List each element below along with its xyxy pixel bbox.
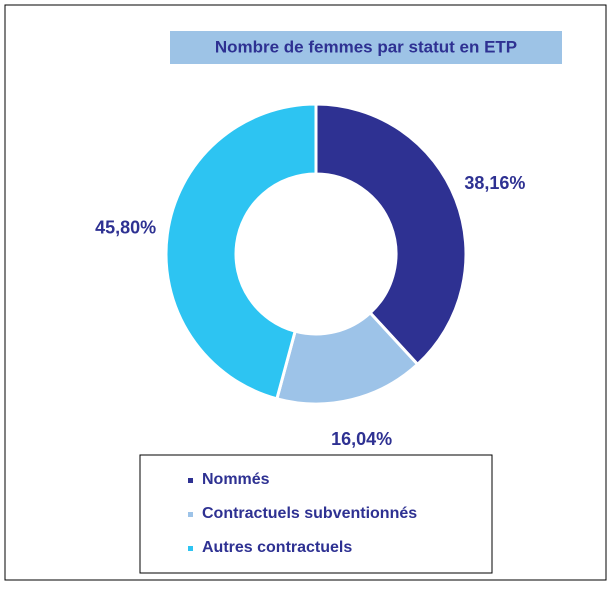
legend-label: Autres contractuels — [202, 539, 352, 556]
chart-title: Nombre de femmes par statut en ETP — [215, 37, 517, 56]
data-label: 16,04% — [331, 429, 392, 449]
legend-label: Contractuels subventionnés — [202, 505, 417, 522]
title-box — [170, 31, 562, 64]
legend-box — [139, 454, 493, 574]
legend-marker — [188, 546, 193, 551]
data-label: 38,16% — [464, 173, 525, 193]
legend-marker — [188, 478, 193, 483]
donut-slice — [164, 102, 318, 401]
legend-label: Nommés — [202, 471, 270, 488]
data-label: 45,80% — [95, 217, 156, 237]
donut-slice — [314, 102, 468, 367]
legend-marker — [188, 512, 193, 517]
